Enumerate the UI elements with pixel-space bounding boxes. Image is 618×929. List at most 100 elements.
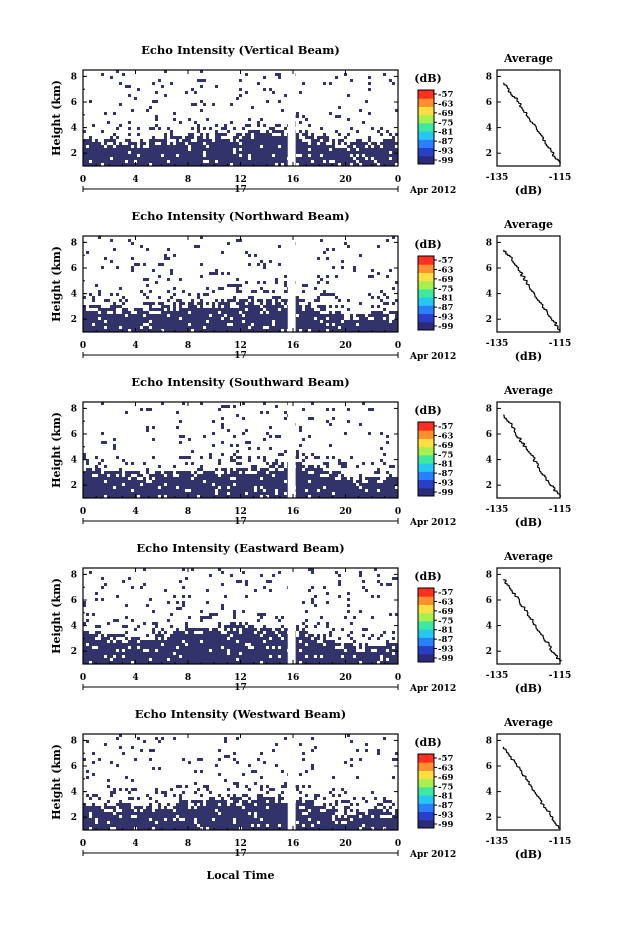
heatmap-cell xyxy=(266,411,269,414)
heatmap-cell xyxy=(239,160,242,163)
heatmap-cell xyxy=(122,658,125,661)
heatmap-cell xyxy=(185,329,188,332)
heatmap-cell xyxy=(386,317,389,320)
heatmap-cell xyxy=(296,649,299,652)
heatmap-cell xyxy=(176,317,179,320)
heatmap-cell xyxy=(125,308,128,311)
heatmap-cell xyxy=(236,661,239,664)
heatmap-cell xyxy=(302,115,305,118)
heatmap-cell xyxy=(314,468,317,471)
heatmap-cell xyxy=(113,649,116,652)
heatmap-cell xyxy=(326,160,329,163)
heatmap-cell xyxy=(218,462,221,465)
heatmap-cell xyxy=(227,658,230,661)
heatmap-cell xyxy=(185,462,188,465)
heatmap-cell xyxy=(203,139,206,142)
heatmap-cell xyxy=(89,145,92,148)
heatmap-cell xyxy=(203,477,206,480)
heatmap-cell xyxy=(182,456,185,459)
heatmap-cell xyxy=(140,827,143,830)
heatmap-cell xyxy=(257,646,260,649)
heatmap-cell xyxy=(233,435,236,438)
heatmap-cell xyxy=(248,296,251,299)
heatmap-cell xyxy=(344,486,347,489)
heatmap-cell xyxy=(170,163,173,166)
heatmap-cell xyxy=(113,788,116,791)
heatmap-cell xyxy=(383,308,386,311)
heatmap-cell xyxy=(275,130,278,133)
average-line xyxy=(502,82,561,164)
heatmap-cell xyxy=(212,649,215,652)
heatmap-cell xyxy=(143,821,146,824)
heatmap-cell xyxy=(200,483,203,486)
heatmap-cell xyxy=(221,640,224,643)
heatmap-cell xyxy=(221,643,224,646)
heatmap-cell xyxy=(128,239,131,242)
heatmap-cell xyxy=(224,326,227,329)
date-day: 17 xyxy=(234,517,247,527)
heatmap-cell xyxy=(107,655,110,658)
heatmap-cell xyxy=(317,637,320,640)
heatmap-cell xyxy=(239,299,242,302)
heatmap-cell xyxy=(314,495,317,498)
heatmap-cell xyxy=(128,163,131,166)
heatmap-cell xyxy=(116,480,119,483)
heatmap-cell xyxy=(170,649,173,652)
heatmap-cell xyxy=(149,317,152,320)
heatmap-cell xyxy=(176,311,179,314)
heatmap-cell xyxy=(122,803,125,806)
heatmap-cell xyxy=(86,160,89,163)
heatmap-cell xyxy=(212,474,215,477)
heatmap-cell xyxy=(149,314,152,317)
heatmap-cell xyxy=(197,160,200,163)
heatmap-cell xyxy=(263,655,266,658)
heatmap-cell xyxy=(182,320,185,323)
heatmap-cell xyxy=(101,812,104,815)
heatmap-cell xyxy=(125,477,128,480)
heatmap-cell xyxy=(83,142,86,145)
heatmap-cell xyxy=(245,634,248,637)
heatmap-cell xyxy=(131,640,134,643)
heatmap-cell xyxy=(134,646,137,649)
heatmap-cell xyxy=(167,637,170,640)
heatmap-cell xyxy=(179,637,182,640)
heatmap-cell xyxy=(377,495,380,498)
heatmap-cell xyxy=(284,495,287,498)
y-tick-label: 4 xyxy=(71,456,77,466)
heatmap-cell xyxy=(251,634,254,637)
heatmap-cell xyxy=(203,655,206,658)
heatmap-cell xyxy=(383,139,386,142)
heatmap-cell xyxy=(194,142,197,145)
heatmap-cell xyxy=(338,574,341,577)
heatmap-cell xyxy=(362,145,365,148)
heatmap-cell xyxy=(224,468,227,471)
heatmap-cell xyxy=(116,136,119,139)
heatmap-cell xyxy=(134,649,137,652)
heatmap-cell xyxy=(194,308,197,311)
heatmap-cell xyxy=(152,767,155,770)
heatmap-cell xyxy=(152,812,155,815)
heatmap-cell xyxy=(272,661,275,664)
heatmap-cell xyxy=(221,637,224,640)
heatmap-cell xyxy=(341,474,344,477)
heatmap-cell xyxy=(206,643,209,646)
heatmap-cell xyxy=(338,580,341,583)
heatmap-cell xyxy=(98,314,101,317)
heatmap-cell xyxy=(83,827,86,830)
heatmap-cell xyxy=(86,148,89,151)
heatmap-cell xyxy=(101,643,104,646)
heatmap-cell xyxy=(245,281,248,284)
heatmap-cell xyxy=(116,160,119,163)
heatmap-cell xyxy=(152,100,155,103)
heatmap-cell xyxy=(365,323,368,326)
heatmap-cell xyxy=(188,634,191,637)
heatmap-cell xyxy=(188,637,191,640)
heatmap-cell xyxy=(236,151,239,154)
heatmap-cell xyxy=(392,658,395,661)
heatmap-cell xyxy=(248,486,251,489)
heatmap-cell xyxy=(275,405,278,408)
heatmap-cell xyxy=(392,655,395,658)
heatmap-cell xyxy=(173,160,176,163)
heatmap-cell xyxy=(257,655,260,658)
heatmap-cell xyxy=(314,625,317,628)
